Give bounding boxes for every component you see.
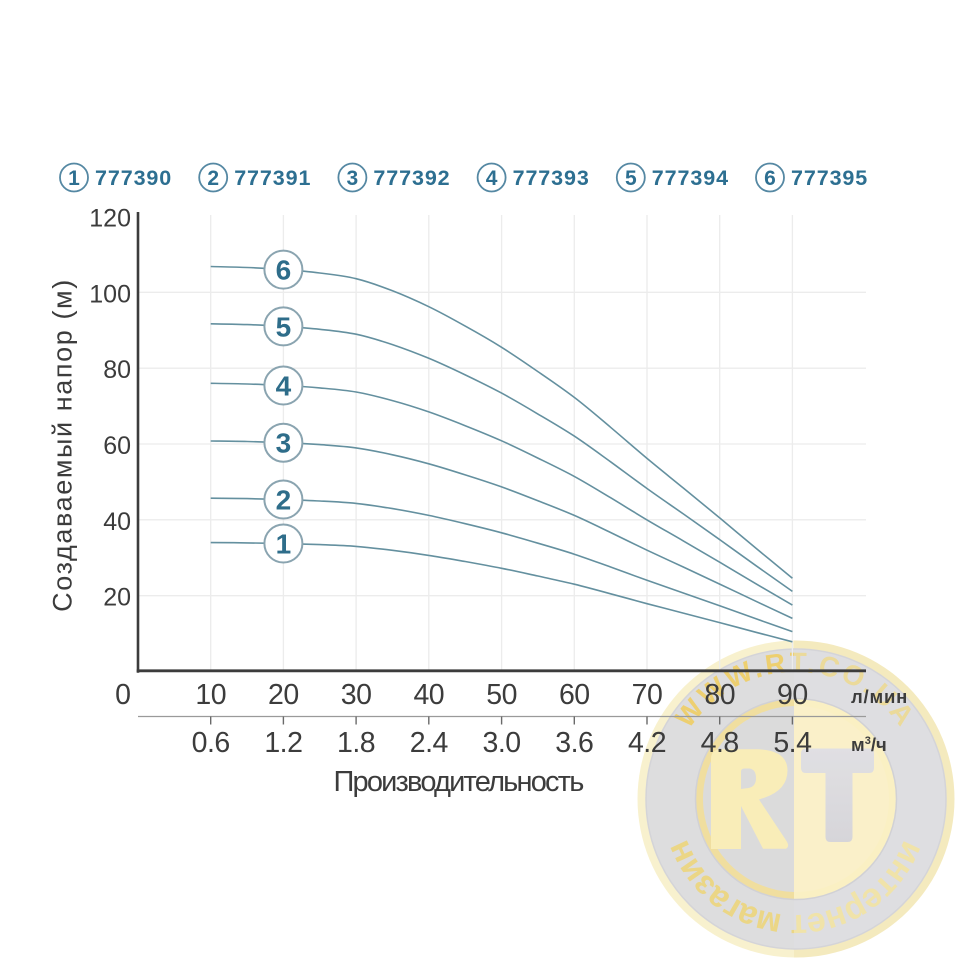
svg-text:л/мин: л/мин bbox=[851, 686, 908, 707]
svg-text:777391: 777391 bbox=[234, 166, 311, 190]
svg-text:777392: 777392 bbox=[373, 166, 450, 190]
svg-text:20: 20 bbox=[268, 679, 299, 711]
svg-text:80: 80 bbox=[103, 356, 131, 384]
svg-text:4: 4 bbox=[276, 371, 292, 402]
svg-text:6: 6 bbox=[276, 255, 292, 286]
svg-text:20: 20 bbox=[103, 584, 131, 612]
svg-text:3: 3 bbox=[276, 428, 292, 459]
svg-text:50: 50 bbox=[486, 679, 517, 711]
svg-text:5: 5 bbox=[276, 311, 292, 342]
svg-text:0: 0 bbox=[115, 679, 131, 711]
svg-text:3.6: 3.6 bbox=[555, 727, 593, 759]
svg-text:30: 30 bbox=[341, 679, 372, 711]
svg-text:1: 1 bbox=[276, 529, 292, 560]
svg-text:777395: 777395 bbox=[791, 166, 868, 190]
svg-text:70: 70 bbox=[632, 679, 663, 711]
svg-text:1: 1 bbox=[68, 167, 80, 190]
svg-text:90: 90 bbox=[777, 679, 808, 711]
svg-text:5.4: 5.4 bbox=[773, 727, 812, 759]
svg-text:Создаваемый напор (м): Создаваемый напор (м) bbox=[48, 278, 78, 612]
svg-text:2.4: 2.4 bbox=[410, 727, 449, 759]
svg-text:60: 60 bbox=[559, 679, 590, 711]
svg-text:10: 10 bbox=[195, 679, 226, 711]
svg-text:40: 40 bbox=[103, 508, 131, 536]
svg-text:3: 3 bbox=[347, 167, 359, 190]
svg-text:1.8: 1.8 bbox=[337, 727, 375, 759]
svg-text:м3/ч: м3/ч bbox=[851, 734, 887, 755]
svg-text:2: 2 bbox=[207, 167, 219, 190]
svg-text:0.6: 0.6 bbox=[192, 727, 230, 759]
svg-text:40: 40 bbox=[413, 679, 444, 711]
svg-text:80: 80 bbox=[704, 679, 735, 711]
svg-text:2: 2 bbox=[276, 485, 292, 516]
svg-text:60: 60 bbox=[103, 432, 131, 460]
svg-text:5: 5 bbox=[625, 167, 637, 190]
svg-text:4.8: 4.8 bbox=[701, 727, 739, 759]
svg-text:120: 120 bbox=[89, 205, 131, 233]
svg-text:777393: 777393 bbox=[513, 166, 590, 190]
svg-text:4.2: 4.2 bbox=[628, 727, 666, 759]
svg-text:777390: 777390 bbox=[95, 166, 172, 190]
svg-text:1.2: 1.2 bbox=[264, 727, 302, 759]
svg-text:4: 4 bbox=[486, 167, 498, 190]
svg-text:100: 100 bbox=[89, 280, 131, 308]
svg-text:3.0: 3.0 bbox=[483, 727, 521, 759]
svg-text:Производительность: Производительность bbox=[333, 766, 583, 798]
svg-text:6: 6 bbox=[764, 167, 776, 190]
svg-text:777394: 777394 bbox=[652, 166, 729, 190]
